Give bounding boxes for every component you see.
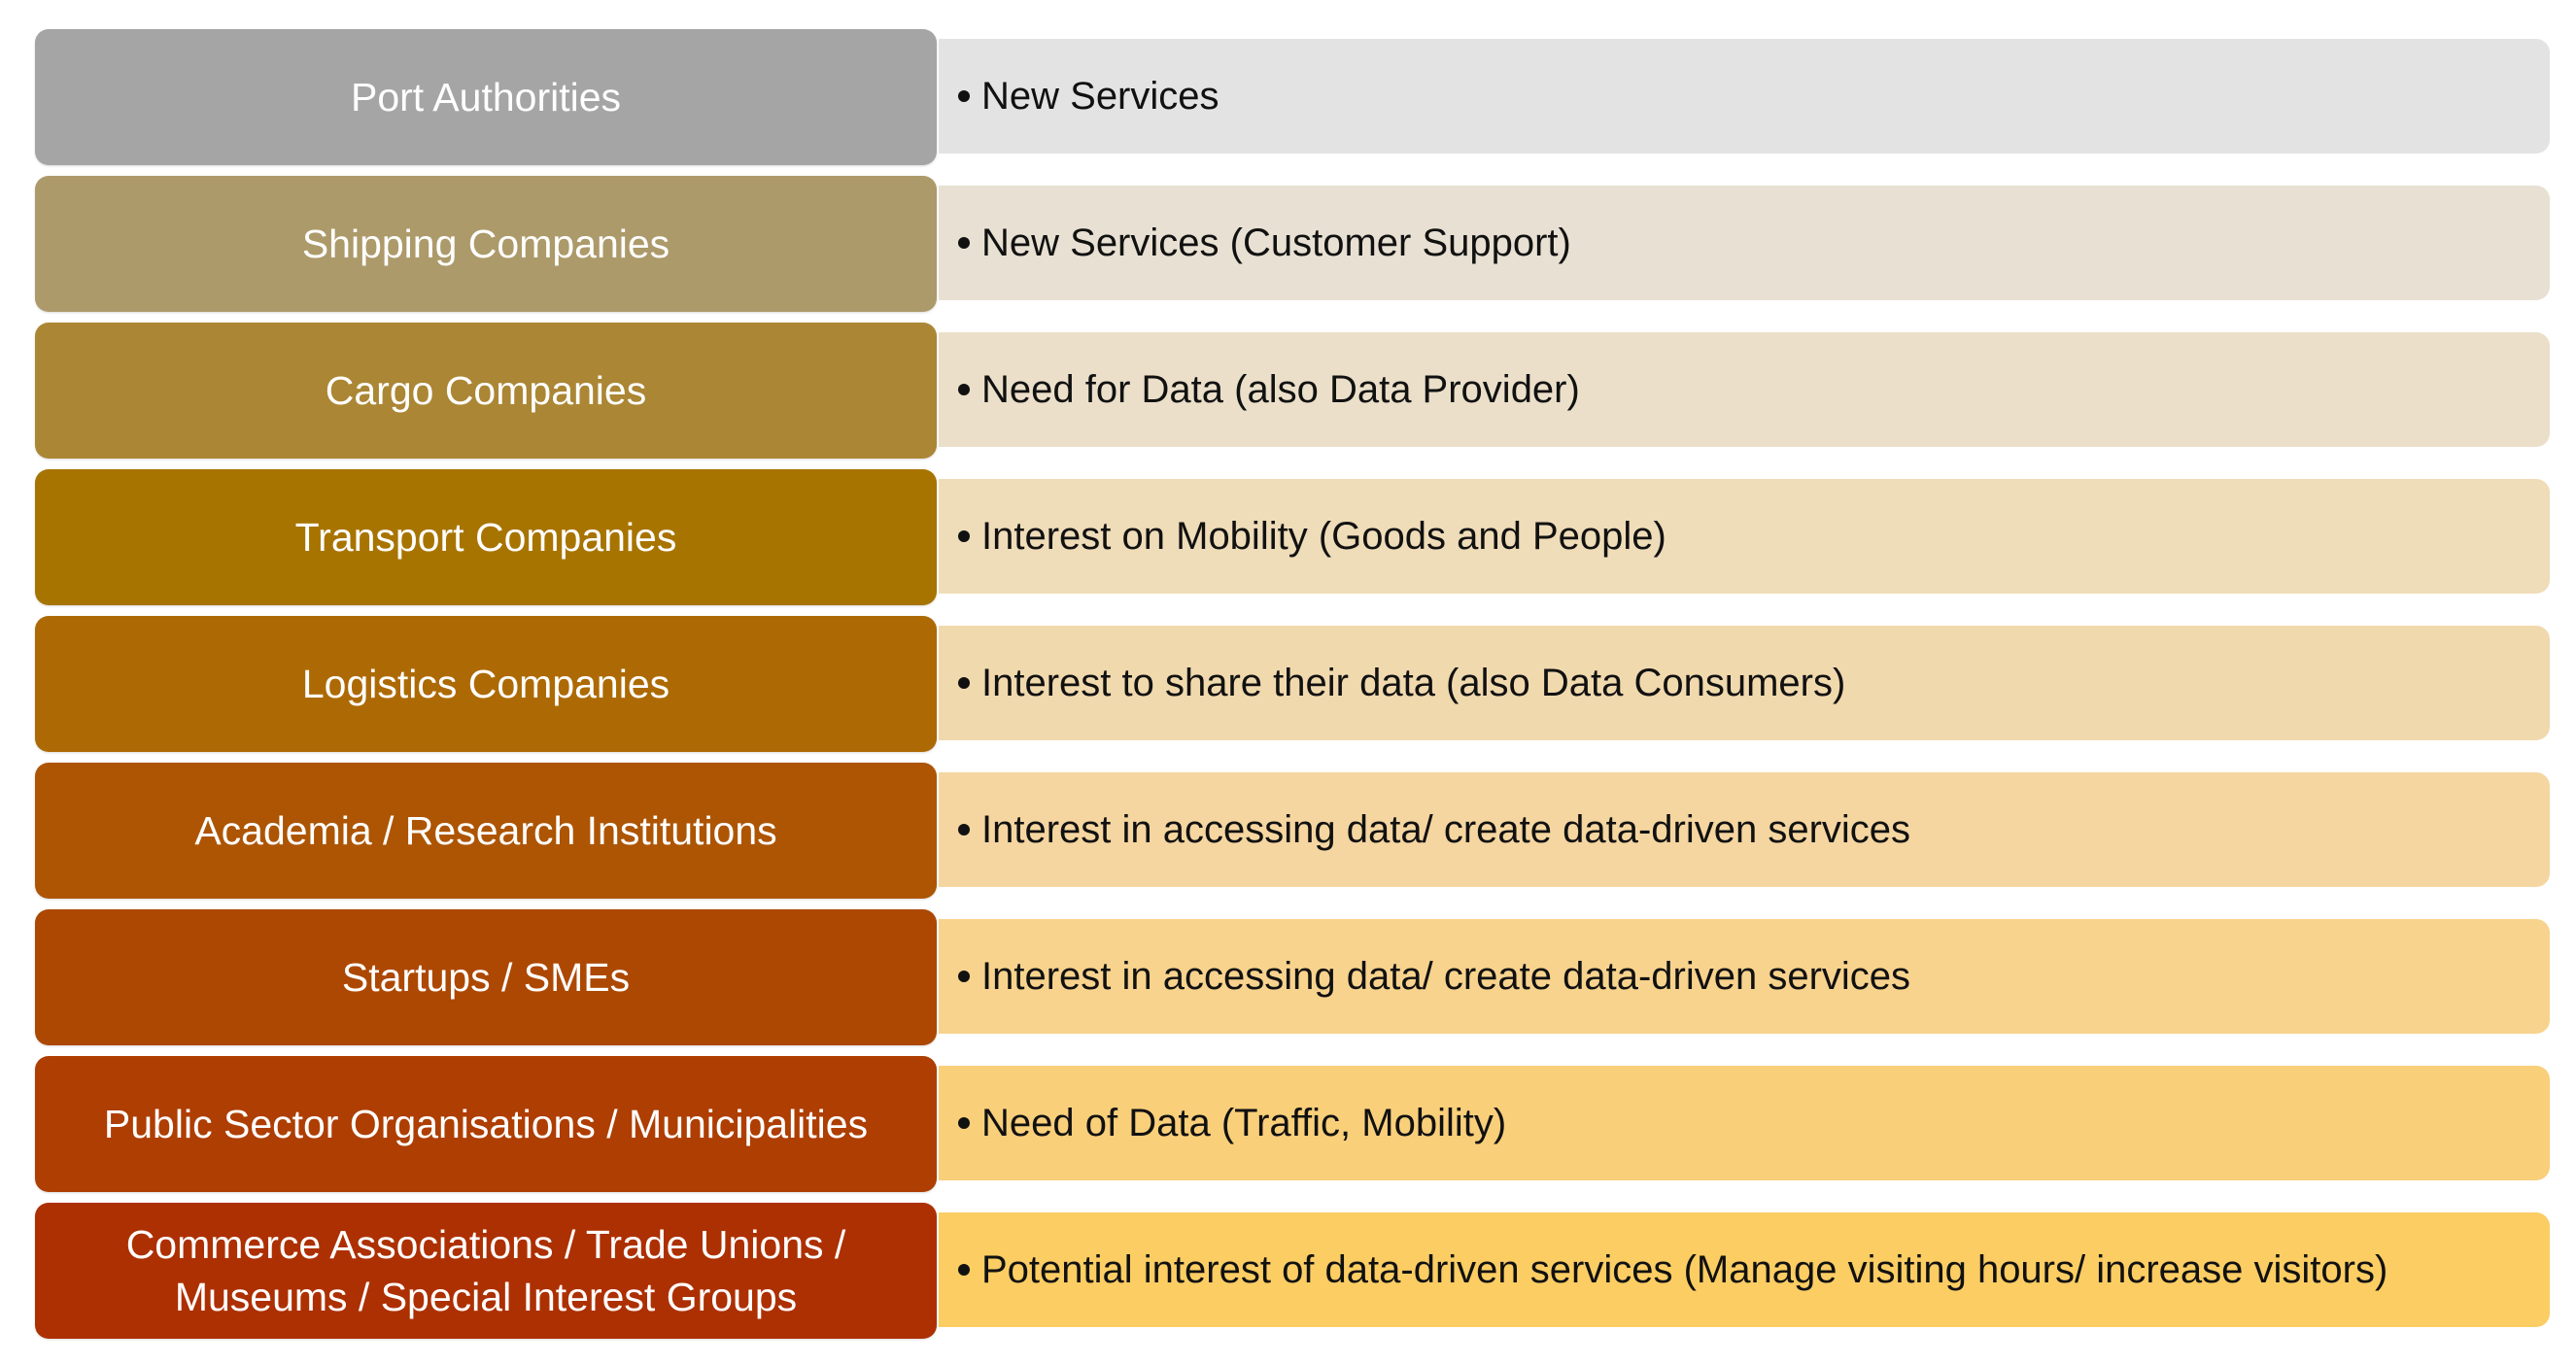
stakeholder-row: Transport Companies Interest on Mobility… xyxy=(35,469,2550,605)
bullet-icon xyxy=(958,530,970,542)
stakeholder-detail-box: Need for Data (also Data Provider) xyxy=(939,332,2550,447)
stakeholder-row: Public Sector Organisations / Municipali… xyxy=(35,1056,2550,1192)
stakeholder-label-box: Startups / SMEs xyxy=(35,909,937,1045)
stakeholder-detail-text: Interest on Mobility (Goods and People) xyxy=(981,514,1666,558)
stakeholder-label-box: Cargo Companies xyxy=(35,323,937,459)
stakeholder-label-box: Port Authorities xyxy=(35,29,937,165)
stakeholder-detail-text: Interest to share their data (also Data … xyxy=(981,661,1846,704)
stakeholder-detail-box: Interest in accessing data/ create data-… xyxy=(939,919,2550,1034)
stakeholder-row: Cargo Companies Need for Data (also Data… xyxy=(35,323,2550,459)
bullet-icon xyxy=(958,1117,970,1129)
stakeholder-detail-text: Interest in accessing data/ create data-… xyxy=(981,807,1911,851)
bullet-icon xyxy=(958,677,970,689)
stakeholder-label-box: Logistics Companies xyxy=(35,616,937,752)
stakeholder-detail-box: Need of Data (Traffic, Mobility) xyxy=(939,1066,2550,1180)
stakeholder-detail-text: Need of Data (Traffic, Mobility) xyxy=(981,1101,1507,1144)
stakeholder-detail-text: New Services (Customer Support) xyxy=(981,221,1571,264)
stakeholder-label-box: Public Sector Organisations / Municipali… xyxy=(35,1056,937,1192)
stakeholder-row: Academia / Research Institutions Interes… xyxy=(35,763,2550,899)
stakeholder-row: Port Authorities New Services xyxy=(35,29,2550,165)
stakeholder-detail-box: New Services (Customer Support) xyxy=(939,186,2550,300)
stakeholder-detail-text: Need for Data (also Data Provider) xyxy=(981,367,1580,411)
stakeholder-row: Logistics Companies Interest to share th… xyxy=(35,616,2550,752)
stakeholder-detail-text: New Services xyxy=(981,74,1219,118)
stakeholder-detail-box: Potential interest of data-driven servic… xyxy=(939,1212,2550,1327)
bullet-icon xyxy=(958,237,970,249)
stakeholder-label-box: Academia / Research Institutions xyxy=(35,763,937,899)
stakeholder-detail-text: Potential interest of data-driven servic… xyxy=(981,1247,2388,1291)
stakeholder-row: Commerce Associations / Trade Unions / M… xyxy=(35,1203,2550,1339)
stakeholder-label-box: Commerce Associations / Trade Unions / M… xyxy=(35,1203,937,1339)
stakeholder-diagram: Port Authorities New Services Shipping C… xyxy=(35,29,2550,1349)
stakeholder-row: Startups / SMEs Interest in accessing da… xyxy=(35,909,2550,1045)
bullet-icon xyxy=(958,971,970,982)
bullet-icon xyxy=(958,1264,970,1276)
stakeholder-detail-text: Interest in accessing data/ create data-… xyxy=(981,954,1911,998)
stakeholder-label-box: Shipping Companies xyxy=(35,176,937,312)
bullet-icon xyxy=(958,384,970,395)
stakeholder-detail-box: Interest in accessing data/ create data-… xyxy=(939,772,2550,887)
stakeholder-detail-box: New Services xyxy=(939,39,2550,153)
stakeholder-detail-box: Interest on Mobility (Goods and People) xyxy=(939,479,2550,594)
stakeholder-row: Shipping Companies New Services (Custome… xyxy=(35,176,2550,312)
bullet-icon xyxy=(958,90,970,102)
stakeholder-label-box: Transport Companies xyxy=(35,469,937,605)
stakeholder-detail-box: Interest to share their data (also Data … xyxy=(939,626,2550,740)
bullet-icon xyxy=(958,824,970,835)
